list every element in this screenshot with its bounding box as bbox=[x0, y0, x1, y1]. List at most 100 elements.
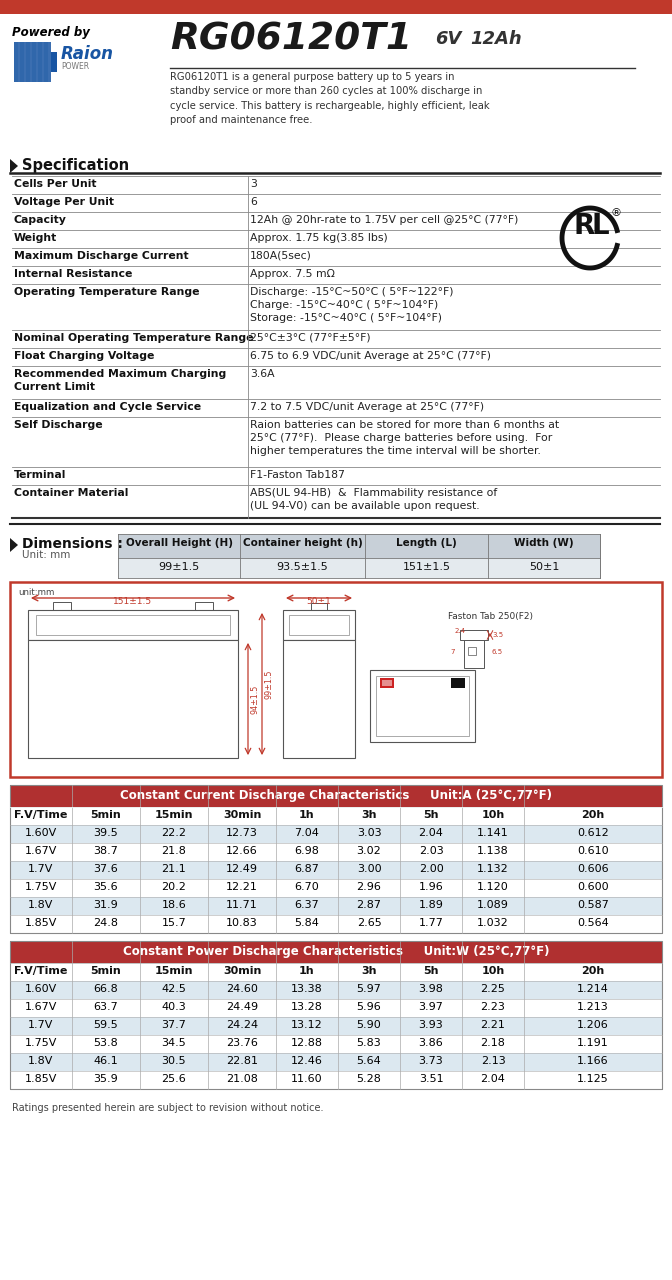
Bar bbox=[10, 1053, 662, 1071]
Text: 12.73: 12.73 bbox=[226, 828, 258, 838]
Text: 3: 3 bbox=[250, 179, 257, 189]
Bar bbox=[195, 602, 213, 612]
Text: 50±1: 50±1 bbox=[529, 562, 559, 572]
Bar bbox=[10, 998, 662, 1018]
Text: 50±1: 50±1 bbox=[306, 596, 331, 605]
Text: 1.141: 1.141 bbox=[477, 828, 509, 838]
Text: 1.089: 1.089 bbox=[477, 900, 509, 910]
Text: 99±1.5: 99±1.5 bbox=[159, 562, 200, 572]
Text: 20h: 20h bbox=[581, 810, 605, 820]
Text: 24.60: 24.60 bbox=[226, 984, 258, 995]
Bar bbox=[10, 915, 662, 933]
Text: Constant Current Discharge Characteristics     Unit:A (25°C,77°F): Constant Current Discharge Characteristi… bbox=[120, 788, 552, 803]
Text: 1.85V: 1.85V bbox=[25, 1074, 57, 1084]
Text: 24.49: 24.49 bbox=[226, 1002, 258, 1012]
Text: 0.564: 0.564 bbox=[577, 918, 609, 928]
Text: 2.65: 2.65 bbox=[357, 918, 382, 928]
Bar bbox=[468, 646, 476, 655]
Text: 7.04: 7.04 bbox=[294, 828, 319, 838]
Text: 3.51: 3.51 bbox=[419, 1074, 444, 1084]
Text: 5.64: 5.64 bbox=[357, 1056, 382, 1066]
Text: Cells Per Unit: Cells Per Unit bbox=[14, 179, 97, 189]
Text: 1.60V: 1.60V bbox=[25, 984, 57, 995]
Bar bbox=[10, 1071, 662, 1089]
Text: 5.28: 5.28 bbox=[357, 1074, 382, 1084]
Text: 1.7V: 1.7V bbox=[28, 864, 54, 874]
Text: 0.612: 0.612 bbox=[577, 828, 609, 838]
Text: 24.8: 24.8 bbox=[93, 918, 118, 928]
Bar bbox=[28, 640, 238, 758]
Text: 180A(5sec): 180A(5sec) bbox=[250, 251, 312, 261]
Text: 93.5±1.5: 93.5±1.5 bbox=[277, 562, 329, 572]
Text: RG06120T1 is a general purpose battery up to 5 years in
standby service or more : RG06120T1 is a general purpose battery u… bbox=[170, 72, 490, 125]
Text: Container height (h): Container height (h) bbox=[243, 538, 362, 548]
Text: Overall Height (H): Overall Height (H) bbox=[126, 538, 233, 548]
Text: 3.97: 3.97 bbox=[419, 1002, 444, 1012]
Bar bbox=[370, 669, 475, 742]
Text: 6.87: 6.87 bbox=[294, 864, 319, 874]
Text: 1.206: 1.206 bbox=[577, 1020, 609, 1030]
Text: 63.7: 63.7 bbox=[93, 1002, 118, 1012]
Text: 6.98: 6.98 bbox=[294, 846, 319, 856]
Text: Internal Resistance: Internal Resistance bbox=[14, 269, 132, 279]
Bar bbox=[14, 42, 18, 82]
Text: Terminal: Terminal bbox=[14, 470, 67, 480]
Text: Length (L): Length (L) bbox=[396, 538, 457, 548]
Text: 38.7: 38.7 bbox=[93, 846, 118, 856]
Bar bbox=[10, 861, 662, 879]
Text: 12.49: 12.49 bbox=[226, 864, 258, 874]
Text: 1.60V: 1.60V bbox=[25, 828, 57, 838]
Text: Faston Tab 250(F2): Faston Tab 250(F2) bbox=[448, 612, 532, 621]
Text: 66.8: 66.8 bbox=[93, 984, 118, 995]
Text: 5.97: 5.97 bbox=[357, 984, 382, 995]
Bar bbox=[10, 806, 662, 826]
Text: 5.83: 5.83 bbox=[357, 1038, 382, 1048]
Bar bbox=[53, 602, 71, 612]
Text: 1.67V: 1.67V bbox=[25, 846, 57, 856]
Text: Approx. 1.75 kg(3.85 lbs): Approx. 1.75 kg(3.85 lbs) bbox=[250, 233, 388, 243]
Text: 5.96: 5.96 bbox=[357, 1002, 382, 1012]
Text: 11.60: 11.60 bbox=[291, 1074, 323, 1084]
Text: 5h: 5h bbox=[423, 966, 439, 975]
Text: 25.6: 25.6 bbox=[162, 1074, 186, 1084]
Text: Self Discharge: Self Discharge bbox=[14, 420, 103, 430]
Text: 2.04: 2.04 bbox=[419, 828, 444, 838]
Text: 23.76: 23.76 bbox=[226, 1038, 258, 1048]
Text: 1h: 1h bbox=[299, 810, 314, 820]
Text: Container Material: Container Material bbox=[14, 488, 128, 498]
Text: unit:mm: unit:mm bbox=[18, 588, 54, 596]
Text: 6.70: 6.70 bbox=[294, 882, 319, 892]
Bar bbox=[14, 42, 51, 82]
Text: 6.75 to 6.9 VDC/unit Average at 25°C (77°F): 6.75 to 6.9 VDC/unit Average at 25°C (77… bbox=[250, 351, 491, 361]
Bar bbox=[283, 640, 355, 758]
Text: Raion batteries can be stored for more than 6 months at
25°C (77°F).  Please cha: Raion batteries can be stored for more t… bbox=[250, 420, 559, 457]
Text: L: L bbox=[592, 212, 610, 241]
Text: 12.46: 12.46 bbox=[291, 1056, 323, 1066]
Text: 3.5: 3.5 bbox=[492, 632, 503, 637]
Text: Raion: Raion bbox=[61, 45, 114, 63]
Bar bbox=[10, 963, 662, 980]
Text: Powered by: Powered by bbox=[12, 26, 90, 38]
Bar bbox=[460, 630, 488, 640]
Text: Operating Temperature Range: Operating Temperature Range bbox=[14, 287, 200, 297]
Text: 20h: 20h bbox=[581, 966, 605, 975]
Text: 53.8: 53.8 bbox=[93, 1038, 118, 1048]
Text: 40.3: 40.3 bbox=[162, 1002, 186, 1012]
Text: 6: 6 bbox=[250, 197, 257, 207]
Text: 3.98: 3.98 bbox=[419, 984, 444, 995]
Text: 22.2: 22.2 bbox=[161, 828, 187, 838]
Text: Voltage Per Unit: Voltage Per Unit bbox=[14, 197, 114, 207]
Text: F.V/Time: F.V/Time bbox=[14, 966, 68, 975]
Bar bbox=[10, 980, 662, 998]
Text: 1.75V: 1.75V bbox=[25, 1038, 57, 1048]
Text: 99±1.5: 99±1.5 bbox=[265, 669, 274, 699]
Text: Approx. 7.5 mΩ: Approx. 7.5 mΩ bbox=[250, 269, 335, 279]
Text: Specification: Specification bbox=[22, 157, 129, 173]
Text: 94±1.5: 94±1.5 bbox=[251, 685, 260, 714]
Bar bbox=[382, 680, 392, 686]
Text: 2.96: 2.96 bbox=[357, 882, 382, 892]
Text: Constant Power Discharge Characteristics     Unit:W (25°C,77°F): Constant Power Discharge Characteristics… bbox=[123, 945, 549, 957]
Text: 2.03: 2.03 bbox=[419, 846, 444, 856]
Text: 5min: 5min bbox=[91, 966, 122, 975]
Bar bbox=[12, 36, 112, 93]
